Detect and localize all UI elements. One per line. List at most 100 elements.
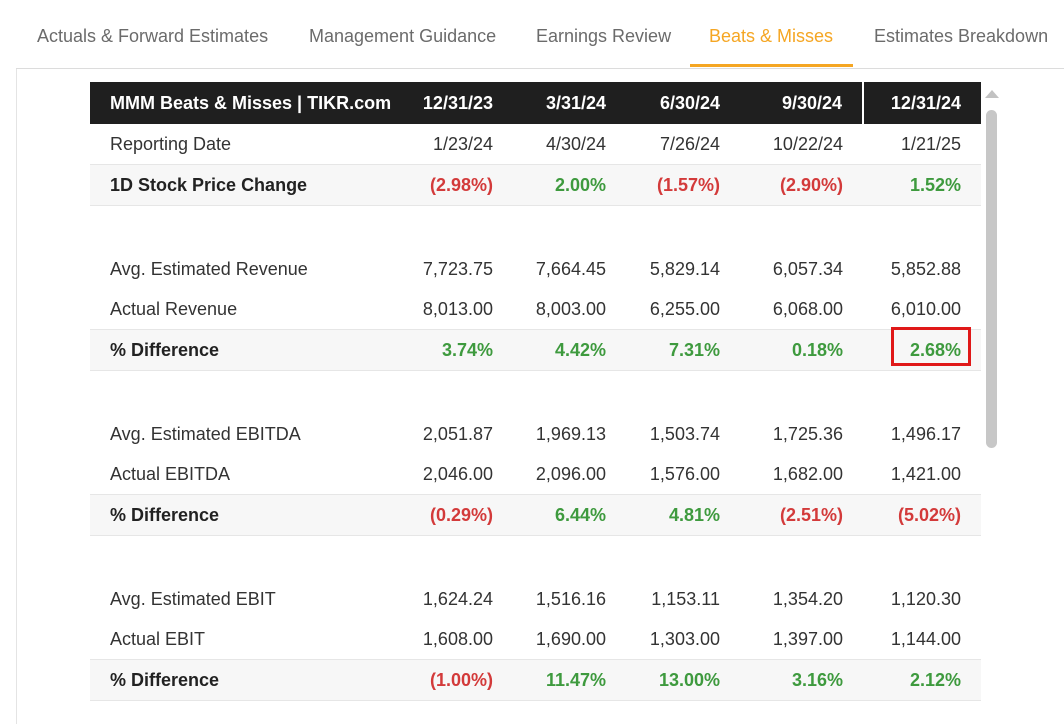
table-row-price-change: 1D Stock Price Change (2.98%) 2.00% (1.5…	[90, 164, 981, 206]
table-cell: 6,255.00	[649, 298, 720, 319]
table-cell: 7.31%	[626, 329, 740, 371]
tab-bar: Actuals & Forward Estimates Management G…	[16, 0, 1064, 69]
active-tab-indicator	[690, 64, 853, 67]
row-label: % Difference	[90, 659, 389, 701]
table-cell: 1,682.00	[772, 463, 843, 484]
table-cell: 3.16%	[740, 659, 863, 701]
table-cell: 1,144.00	[890, 628, 961, 649]
table-cell: 11.47%	[513, 659, 626, 701]
table-cell: 5,852.88	[890, 258, 961, 279]
table-cell: 2,051.87	[422, 423, 493, 444]
table-cell: 1,503.74	[649, 423, 720, 444]
table-cell: 7,723.75	[422, 258, 493, 279]
table-cell: 1,725.36	[772, 423, 843, 444]
table-row-est-revenue: Avg. Estimated Revenue 7,723.75 7,664.45…	[90, 249, 981, 289]
row-label: Avg. Estimated EBIT	[110, 588, 276, 609]
row-label: Avg. Estimated EBITDA	[110, 423, 301, 444]
table-row-est-ebit: Avg. Estimated EBIT 1,624.24 1,516.16 1,…	[90, 579, 981, 619]
table-cell: 2,046.00	[422, 463, 493, 484]
table-cell: 6,057.34	[772, 258, 843, 279]
row-label: Actual EBIT	[110, 628, 206, 649]
column-header: 6/30/24	[626, 82, 740, 124]
table-spacer-row	[90, 205, 981, 249]
table-cell: 1/21/25	[900, 133, 961, 154]
table-cell: (1.00%)	[389, 659, 513, 701]
scroll-up-arrow-icon[interactable]	[985, 90, 999, 98]
scrollbar-thumb[interactable]	[986, 110, 997, 448]
table-cell: 1,608.00	[422, 628, 493, 649]
table-cell: (5.02%)	[863, 494, 981, 536]
table-cell: (2.51%)	[740, 494, 863, 536]
table-header-row: MMM Beats & Misses | TIKR.com 12/31/23 3…	[90, 82, 981, 124]
table-cell: 1,120.30	[890, 588, 961, 609]
table-cell: 1,153.11	[651, 588, 720, 609]
table-cell: 0.18%	[740, 329, 863, 371]
table-cell: 13.00%	[626, 659, 740, 701]
table-cell: 6.44%	[513, 494, 626, 536]
table-cell: 4/30/24	[545, 133, 606, 154]
column-header: 12/31/24	[862, 82, 981, 124]
beats-misses-table-container: MMM Beats & Misses | TIKR.com 12/31/23 3…	[90, 82, 981, 701]
table-cell: (2.98%)	[389, 164, 513, 206]
table-cell: 6,010.00	[890, 298, 961, 319]
tab-earnings-review[interactable]: Earnings Review	[536, 26, 672, 46]
tab-actuals-forward-estimates[interactable]: Actuals & Forward Estimates	[37, 26, 269, 46]
table-cell: 1,421.00	[890, 463, 961, 484]
tab-beats-misses[interactable]: Beats & Misses	[709, 26, 834, 46]
table-row-actual-ebit: Actual EBIT 1,608.00 1,690.00 1,303.00 1…	[90, 619, 981, 660]
column-header: 9/30/24	[740, 82, 863, 124]
table-spacer-row	[90, 535, 981, 579]
row-label: 1D Stock Price Change	[90, 164, 389, 206]
table-cell: 3.74%	[389, 329, 513, 371]
table-cell: (0.29%)	[389, 494, 513, 536]
table-cell: 1,624.24	[422, 588, 493, 609]
table-cell: 4.81%	[626, 494, 740, 536]
table-row-revenue-difference: % Difference 3.74% 4.42% 7.31% 0.18% 2.6…	[90, 329, 981, 371]
table-row-est-ebitda: Avg. Estimated EBITDA 2,051.87 1,969.13 …	[90, 414, 981, 454]
table-cell: 4.42%	[513, 329, 626, 371]
table-cell: 8,013.00	[422, 298, 493, 319]
table-cell: 1.52%	[863, 164, 981, 206]
table-cell: 1,354.20	[772, 588, 843, 609]
beats-misses-table: MMM Beats & Misses | TIKR.com 12/31/23 3…	[90, 82, 981, 701]
table-spacer-row	[90, 370, 981, 414]
table-row-ebit-difference: % Difference (1.00%) 11.47% 13.00% 3.16%…	[90, 659, 981, 701]
table-cell: (2.90%)	[740, 164, 863, 206]
row-label: Reporting Date	[110, 133, 232, 154]
vertical-scrollbar[interactable]	[984, 86, 1000, 724]
table-cell: 8,003.00	[535, 298, 606, 319]
row-label: % Difference	[90, 494, 389, 536]
table-cell: 2.68%	[863, 329, 981, 371]
table-cell: 1,496.17	[890, 423, 961, 444]
column-header: 3/31/24	[513, 82, 626, 124]
table-cell: 5,829.14	[649, 258, 720, 279]
table-cell: 7,664.45	[535, 258, 606, 279]
table-cell: 2.12%	[863, 659, 981, 701]
tab-management-guidance[interactable]: Management Guidance	[309, 26, 497, 46]
row-label: Actual Revenue	[110, 298, 238, 319]
table-row-actual-ebitda: Actual EBITDA 2,046.00 2,096.00 1,576.00…	[90, 454, 981, 495]
table-cell: (1.57%)	[626, 164, 740, 206]
table-row-actual-revenue: Actual Revenue 8,013.00 8,003.00 6,255.0…	[90, 289, 981, 330]
table-cell: 1,397.00	[772, 628, 843, 649]
content-left-border	[16, 68, 17, 724]
tab-estimates-breakdown[interactable]: Estimates Breakdown	[874, 26, 1049, 46]
table-cell: 10/22/24	[772, 133, 843, 154]
column-header: 12/31/23	[389, 82, 513, 124]
row-label: Avg. Estimated Revenue	[110, 258, 308, 279]
table-cell: 2,096.00	[535, 463, 606, 484]
table-cell: 1/23/24	[432, 133, 493, 154]
table-cell: 2.00%	[513, 164, 626, 206]
table-cell: 7/26/24	[659, 133, 720, 154]
row-label: % Difference	[90, 329, 389, 371]
table-cell: 1,576.00	[649, 463, 720, 484]
table-row-ebitda-difference: % Difference (0.29%) 6.44% 4.81% (2.51%)…	[90, 494, 981, 536]
table-cell: 1,303.00	[649, 628, 720, 649]
row-label: Actual EBITDA	[110, 463, 231, 484]
table-cell: 6,068.00	[772, 298, 843, 319]
table-title: MMM Beats & Misses | TIKR.com	[90, 82, 391, 124]
table-cell: 1,969.13	[535, 423, 606, 444]
table-cell: 1,516.16	[535, 588, 606, 609]
table-cell: 1,690.00	[535, 628, 606, 649]
table-row-reporting-date: Reporting Date 1/23/24 4/30/24 7/26/24 1…	[90, 124, 981, 165]
